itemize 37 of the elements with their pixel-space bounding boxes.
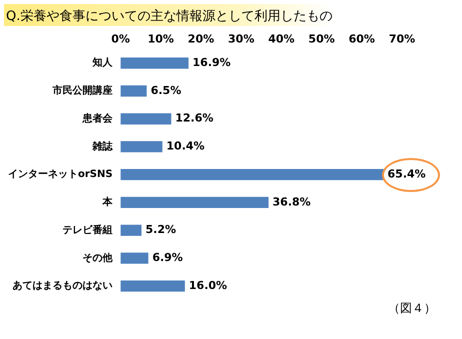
y-tick-label: 患者会: [82, 112, 114, 124]
bar: [120, 141, 162, 152]
bar: [120, 58, 189, 69]
y-tick-label: その他: [82, 252, 114, 264]
bar: [120, 169, 384, 180]
data-label: 16.0%: [188, 278, 228, 292]
bar: [120, 196, 269, 208]
y-tick-label: 雑誌: [92, 140, 114, 152]
data-label: 12.6%: [175, 112, 214, 125]
x-tick-label: 30%: [228, 32, 254, 46]
bar: [120, 224, 142, 236]
bar: [120, 85, 147, 97]
bar: [120, 252, 148, 264]
x-tick-label: 0%: [111, 32, 130, 46]
bar: [120, 113, 172, 124]
data-label: 10.4%: [166, 140, 205, 153]
y-tick-label: テレビ番組: [62, 224, 113, 236]
x-tick-label: 40%: [268, 32, 295, 46]
data-label: 65.4%: [388, 167, 426, 180]
x-tick-label: 20%: [188, 32, 214, 46]
chart-title: Q.栄養や食事についての主な情報源として利用したもの: [6, 7, 332, 25]
y-tick-label: 市民公開講座: [52, 84, 113, 97]
bar: [120, 280, 185, 292]
text: （図４）: [388, 300, 436, 317]
y-tick-label: あてはまるものはない: [12, 280, 113, 292]
data-label: 6.5%: [150, 84, 182, 97]
x-tick-label: 70%: [388, 32, 416, 46]
x-tick-label: 50%: [308, 32, 335, 46]
x-tick-label: 60%: [348, 32, 375, 46]
data-label: 5.2%: [145, 223, 176, 236]
data-label: 36.8%: [272, 195, 311, 208]
y-tick-label: インターネットorSNS: [8, 169, 113, 180]
data-label: 6.9%: [152, 251, 183, 264]
y-tick-label: 知人: [92, 56, 114, 69]
x-tick-label: 10%: [148, 32, 174, 46]
data-label: 16.9%: [192, 56, 231, 69]
y-tick-label: 本: [102, 196, 114, 208]
